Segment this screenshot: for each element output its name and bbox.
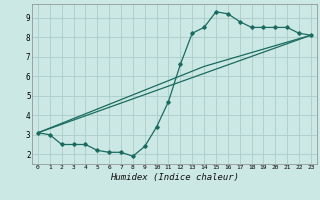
X-axis label: Humidex (Indice chaleur): Humidex (Indice chaleur) (110, 173, 239, 182)
